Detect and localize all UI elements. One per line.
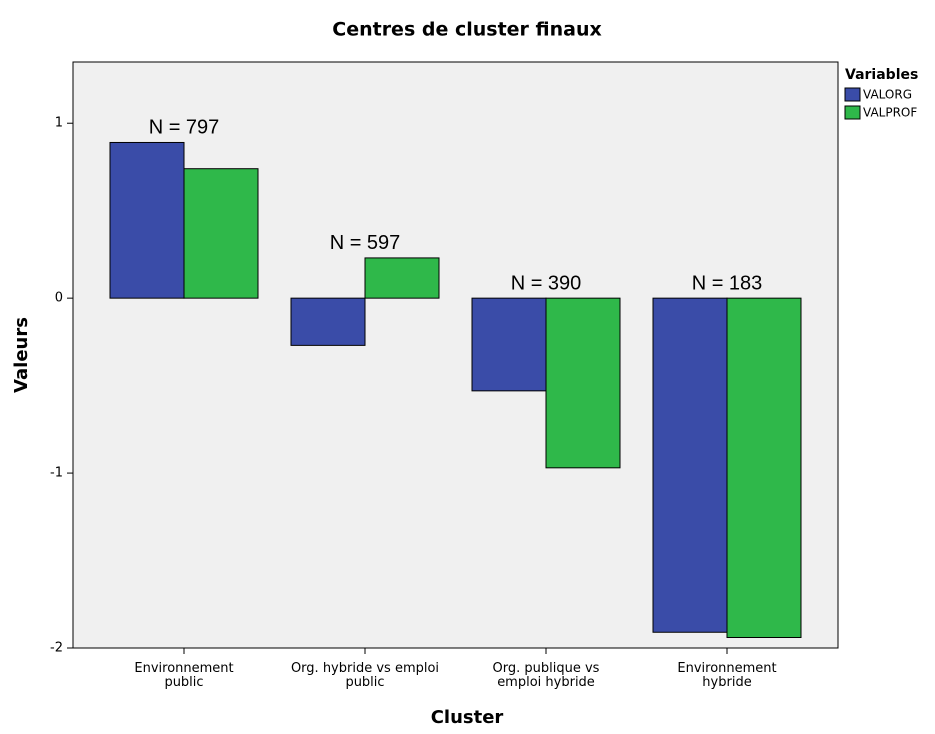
y-tick-label: -2 (50, 641, 63, 656)
x-tick-label: Org. publique vs emploi hybride (493, 661, 600, 690)
chart-title: Centres de cluster finaux (332, 19, 602, 41)
bar (652, 297, 728, 633)
bar (109, 141, 185, 299)
annotation: N = 597 (330, 232, 401, 254)
x-axis-title: Cluster (431, 707, 504, 728)
y-tick-label: -1 (50, 466, 63, 481)
bar (183, 168, 259, 299)
y-tick-label: 1 (55, 116, 63, 131)
legend-title: Variables (845, 67, 918, 83)
bar (545, 297, 621, 469)
annotation: N = 797 (149, 117, 220, 139)
x-tick-label: Environnement hybride (677, 661, 776, 690)
legend-label: VALPROF (863, 106, 917, 120)
legend-swatch (844, 105, 861, 120)
x-tick-label: Environnement public (134, 661, 233, 690)
bar (364, 257, 440, 299)
annotation: N = 390 (511, 272, 582, 294)
legend-label: VALORG (863, 88, 912, 102)
annotation: N = 183 (692, 272, 763, 294)
y-axis-title: Valeurs (11, 317, 32, 393)
bar (471, 297, 547, 392)
bar (726, 297, 802, 639)
y-tick-label: 0 (55, 291, 63, 306)
legend-swatch (844, 87, 861, 102)
bar (290, 297, 366, 346)
x-tick-label: Org. hybride vs emploi public (291, 661, 439, 690)
